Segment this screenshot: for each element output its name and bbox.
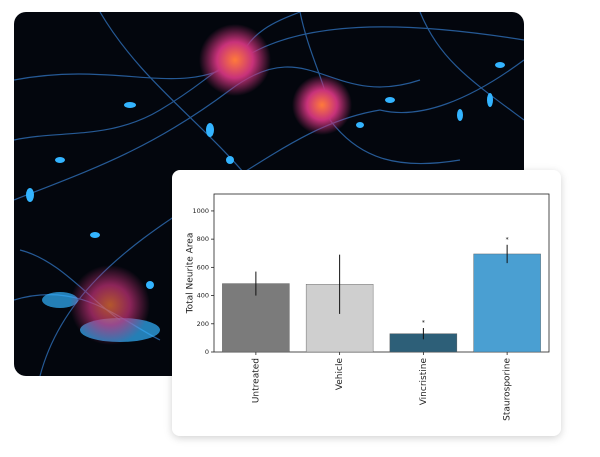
- y-tick-label: 400: [197, 292, 209, 300]
- y-tick-label: 1000: [192, 207, 209, 215]
- plot-frame: [213, 193, 550, 353]
- x-tick-label: Vincristine: [419, 358, 429, 406]
- y-tick-label: 200: [197, 320, 209, 328]
- y-tick-label: 800: [197, 235, 209, 243]
- significance-marker: *: [422, 320, 425, 327]
- y-tick-label: 600: [197, 263, 209, 271]
- x-tick-label: Untreated: [251, 358, 261, 403]
- y-axis-label: Total Neurite Area: [186, 233, 196, 315]
- significance-marker: *: [506, 236, 509, 243]
- bar: [473, 253, 541, 353]
- x-tick-label: Staurosporine: [503, 358, 513, 421]
- y-tick-label: 0: [205, 348, 209, 356]
- x-tick-label: Vehicle: [335, 358, 345, 391]
